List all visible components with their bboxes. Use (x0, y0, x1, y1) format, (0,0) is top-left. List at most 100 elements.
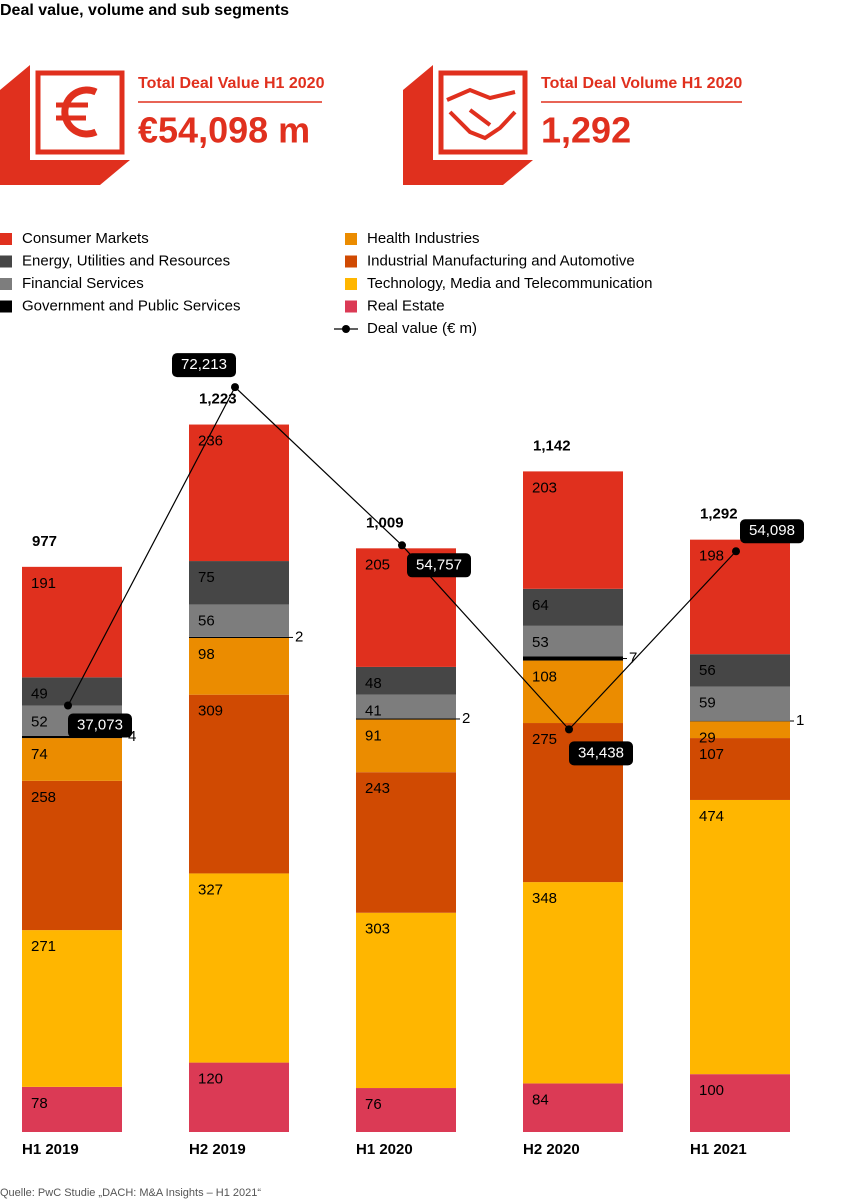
bar-segment (523, 588, 623, 626)
legend-swatch (345, 278, 357, 290)
chart-title: Deal value, volume and sub segments (0, 2, 289, 19)
segment-label: 56 (699, 662, 716, 679)
segment-label: 474 (699, 808, 724, 825)
segment-label: 100 (699, 1082, 724, 1099)
bar-segment (356, 718, 456, 720)
deal-value-box (740, 519, 804, 544)
segment-label: 2 (295, 628, 303, 645)
bar-segment (356, 912, 456, 1089)
legend-label: Financial Services (22, 275, 144, 292)
x-tick-label: H2 2019 (189, 1141, 246, 1158)
segment-label: 198 (699, 548, 724, 565)
legend-swatch (0, 233, 12, 245)
legend-label: Government and Public Services (22, 297, 240, 314)
segment-label: 56 (198, 612, 215, 629)
bar-segment (690, 654, 790, 687)
segment-label: 4 (128, 728, 136, 745)
segment-label: 75 (198, 569, 215, 586)
legend-label: Real Estate (367, 297, 445, 314)
kpi-icon (0, 65, 130, 185)
bar-segment (189, 694, 289, 874)
segment-label: 205 (365, 556, 390, 573)
bar-segment (690, 720, 790, 722)
segment-label: 49 (31, 685, 48, 702)
legend-label: Industrial Manufacturing and Automotive (367, 252, 635, 269)
total-label: 1,142 (533, 437, 571, 454)
bar-segment (22, 1086, 122, 1132)
bar-segment (356, 1088, 456, 1132)
deal-value-label: 54,757 (416, 556, 462, 573)
segment-label: 203 (532, 479, 557, 496)
x-tick-label: H1 2020 (356, 1141, 413, 1158)
legend-swatch (0, 300, 12, 313)
segment-label: 76 (365, 1096, 382, 1113)
segment-label: 52 (31, 714, 48, 731)
segment-label: 120 (198, 1071, 223, 1088)
segment-label: 258 (31, 789, 56, 806)
legend-swatch (345, 300, 357, 313)
total-label: 977 (32, 533, 57, 550)
legend-swatch (345, 255, 357, 268)
deal-value-box (569, 741, 633, 766)
bar-segment (189, 873, 289, 1063)
deal-value-point (732, 547, 740, 556)
bar-segment (690, 539, 790, 655)
bar-segment (189, 424, 289, 562)
bar-segment (189, 637, 289, 695)
deal-value-box (172, 353, 236, 378)
segment-label: 98 (198, 646, 215, 663)
bar-segment (189, 604, 289, 637)
segment-label: 48 (365, 675, 382, 692)
segment-label: 271 (31, 938, 56, 955)
bar-segment (22, 738, 122, 781)
kpi-value: 1,292 (541, 110, 631, 151)
segment-label: 275 (532, 731, 557, 748)
total-label: 1,223 (199, 391, 237, 408)
bar-segment (22, 930, 122, 1087)
x-tick-label: H1 2019 (22, 1141, 79, 1158)
segment-label: 1 (796, 712, 804, 729)
x-tick-label: H2 2020 (523, 1141, 580, 1158)
bar-segment (22, 677, 122, 706)
bar-segment (22, 566, 122, 678)
segment-label: 327 (198, 881, 223, 898)
segment-label: 107 (699, 746, 724, 763)
total-label: 1,009 (366, 514, 404, 531)
segment-label: 64 (532, 597, 549, 614)
deal-value-label: 72,213 (181, 356, 227, 373)
bar-segment (523, 882, 623, 1084)
segment-label: 7 (629, 649, 637, 666)
x-tick-label: H1 2021 (690, 1141, 747, 1158)
bar-segment (189, 636, 289, 638)
kpi-title: Total Deal Volume H1 2020 (541, 75, 742, 92)
bar-segment (690, 799, 790, 1075)
bar-segment (690, 721, 790, 739)
bar-segment (523, 656, 623, 661)
kpi-icon (403, 65, 533, 185)
segment-label: 53 (532, 634, 549, 651)
bar-segment (22, 780, 122, 931)
legend-label: Health Industries (367, 230, 480, 247)
kpi-value: €54,098 m (138, 110, 310, 151)
segment-label: 2 (462, 710, 470, 727)
deal-value-point (231, 383, 239, 392)
legend-label: Technology, Media and Telecommunication (367, 275, 652, 292)
source: Quelle: PwC Studie „DACH: M&A Insights –… (0, 1187, 261, 1199)
bar-segment (690, 1074, 790, 1132)
bar-segment (356, 719, 456, 773)
bar-segment (690, 686, 790, 721)
segment-label: 59 (699, 695, 716, 712)
bar-segment (523, 1083, 623, 1132)
bar-segment (523, 625, 623, 657)
bar-segment (356, 772, 456, 913)
segment-label: 108 (532, 669, 557, 686)
kpi-title: Total Deal Value H1 2020 (138, 75, 325, 92)
bar-segment (356, 694, 456, 719)
deal-value-box (407, 553, 471, 578)
deal-value-point (398, 541, 406, 550)
bar-segment (523, 660, 623, 724)
segment-label: 41 (365, 703, 382, 720)
legend-dot (342, 325, 350, 333)
legend-swatch (345, 233, 357, 245)
